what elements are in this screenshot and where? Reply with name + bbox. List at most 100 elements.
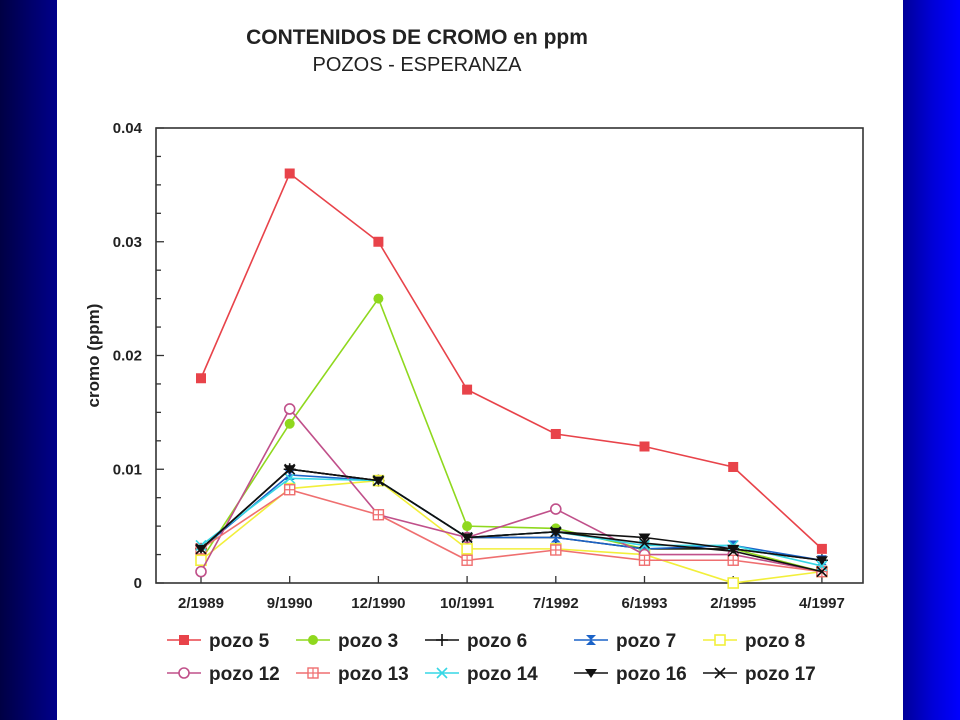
y-tick-label: 0.02 — [113, 348, 142, 365]
series-line-pozo-12 — [200, 407, 823, 573]
y-axis-label: cromo (ppm) — [84, 304, 103, 408]
data-point-pozo-5 — [550, 428, 561, 439]
marker-shape — [586, 635, 596, 645]
data-point-pozo-17 — [195, 543, 207, 555]
marker-shape — [550, 545, 561, 556]
marker-shape — [816, 566, 828, 578]
marker-shape — [815, 556, 828, 566]
marker-shape — [195, 565, 207, 578]
plot-frame — [155, 127, 864, 584]
legend-item: pozo 13 — [296, 664, 409, 685]
slide-right-band — [903, 0, 960, 720]
legend-label: pozo 16 — [616, 664, 687, 685]
marker-shape — [195, 554, 207, 567]
marker-shape — [461, 543, 473, 555]
legend-item: pozo 3 — [296, 631, 398, 652]
data-point-pozo-5 — [728, 461, 739, 472]
data-point-pozo-5 — [196, 373, 206, 384]
marker-shape — [639, 555, 650, 566]
marker-shape — [462, 384, 473, 395]
legend-item: pozo 12 — [167, 664, 280, 685]
legend-marker — [714, 634, 726, 646]
legend-item: pozo 6 — [425, 631, 527, 652]
data-point-pozo-17 — [461, 531, 473, 544]
legend-item: pozo 17 — [703, 664, 816, 685]
data-point-pozo-13 — [461, 554, 473, 566]
chart-paper: CONTENIDOS DE CROMO en ppm POZOS - ESPER… — [57, 0, 903, 720]
legend-label: pozo 5 — [209, 631, 270, 652]
data-point-pozo-5 — [284, 168, 295, 179]
marker-shape — [373, 293, 384, 304]
data-point-pozo-17 — [284, 463, 296, 475]
series-line-pozo-5 — [200, 172, 823, 550]
legend-item: pozo 16 — [574, 664, 687, 685]
legend-item: pozo 7 — [574, 631, 676, 652]
marker-shape — [549, 503, 562, 515]
marker-shape — [284, 484, 295, 495]
legend-marker — [308, 635, 318, 645]
data-point-pozo-13 — [372, 509, 385, 521]
marker-shape — [436, 634, 448, 646]
legend-marker — [436, 667, 448, 679]
series-line-pozo-17 — [200, 468, 823, 573]
legend-label: pozo 17 — [745, 664, 816, 685]
marker-shape — [373, 236, 384, 247]
data-point-pozo-5 — [373, 236, 384, 247]
legend-label: pozo 6 — [467, 631, 527, 652]
data-point-pozo-13 — [638, 554, 651, 566]
legend-marker — [585, 669, 597, 678]
data-point-pozo-13 — [727, 554, 739, 566]
x-tick-label: 2/1989 — [178, 595, 224, 612]
y-tick-label: 0.01 — [113, 461, 142, 478]
marker-shape — [308, 668, 318, 678]
marker-shape — [638, 537, 651, 549]
data-point-pozo-17 — [816, 566, 828, 578]
marker-shape — [727, 545, 739, 557]
marker-shape — [727, 577, 740, 589]
data-point-pozo-12 — [283, 403, 296, 415]
legend-label: pozo 14 — [467, 664, 538, 685]
data-point-pozo-13 — [550, 544, 562, 556]
legend-marker — [307, 667, 319, 679]
data-point-pozo-5 — [639, 441, 650, 452]
data-point-pozo-3 — [373, 293, 384, 304]
marker-shape — [816, 543, 827, 554]
legend-marker — [178, 667, 190, 679]
x-tick-label: 12/1990 — [351, 595, 405, 612]
marker-shape — [461, 531, 473, 544]
x-tick-label: 6/1993 — [622, 595, 668, 612]
data-point-pozo-16 — [638, 533, 651, 543]
marker-shape — [196, 373, 206, 384]
legend-marker — [179, 635, 189, 645]
series-line-pozo-13 — [200, 488, 823, 573]
data-point-pozo-17 — [372, 475, 384, 487]
data-point-pozo-17 — [550, 526, 562, 538]
data-point-pozo-8 — [195, 554, 207, 567]
legend-label: pozo 13 — [338, 664, 409, 685]
data-point-pozo-12 — [549, 503, 562, 515]
marker-shape — [462, 521, 473, 532]
marker-shape — [284, 168, 295, 179]
marker-shape — [585, 669, 597, 678]
marker-shape — [436, 667, 448, 679]
marker-shape — [714, 667, 726, 679]
data-point-pozo-16 — [815, 556, 828, 566]
x-tick-label: 4/1997 — [799, 595, 845, 612]
marker-shape — [714, 634, 726, 646]
data-point-pozo-13 — [283, 484, 296, 496]
legend-item: pozo 14 — [425, 664, 538, 685]
data-point-pozo-3 — [284, 418, 295, 429]
legend-item: pozo 8 — [703, 631, 805, 652]
series-line-pozo-8 — [200, 479, 823, 584]
data-point-pozo-5 — [816, 543, 827, 554]
legend-marker — [586, 635, 596, 645]
legend-marker — [714, 667, 726, 679]
marker-shape — [178, 667, 190, 679]
marker-shape — [284, 472, 296, 484]
legend-label: pozo 8 — [745, 631, 805, 652]
marker-shape — [284, 418, 295, 429]
legend-label: pozo 7 — [616, 631, 676, 652]
series-line-pozo-3 — [200, 296, 823, 573]
y-tick-label: 0.03 — [113, 234, 142, 251]
marker-shape — [373, 509, 384, 520]
